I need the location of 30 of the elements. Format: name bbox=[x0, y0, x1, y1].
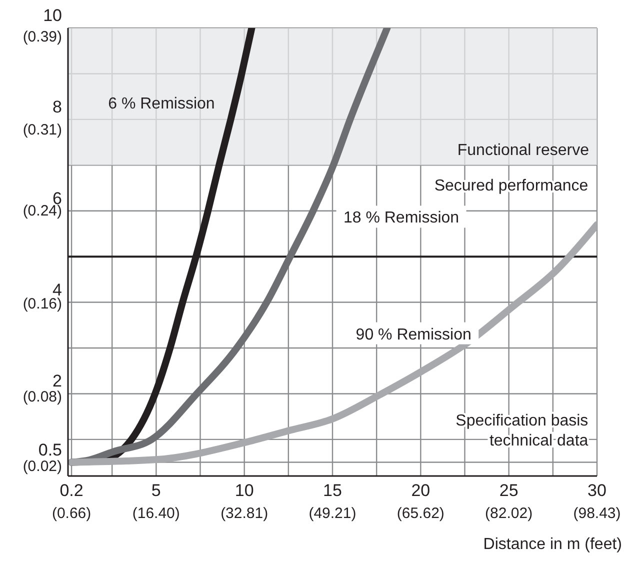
y2-tick-label: (0.02) bbox=[22, 458, 62, 476]
x2-tick-label: (65.62) bbox=[396, 505, 444, 522]
x2-tick-label: (32.81) bbox=[220, 505, 268, 522]
x-tick-label: 25 bbox=[499, 481, 518, 500]
x-tick-label: 30 bbox=[588, 481, 606, 500]
series-label: 90 % Remission bbox=[356, 326, 472, 344]
y-tick-label: 8 bbox=[52, 97, 62, 116]
x-tick-label: 10 bbox=[234, 481, 254, 500]
y-tick-label: 0.5 bbox=[38, 440, 62, 460]
x-tick-label: 0.2 bbox=[60, 481, 84, 500]
series-label: 18 % Remission bbox=[343, 210, 460, 227]
x-axis-title: Distance in m (feet) bbox=[483, 536, 622, 554]
x-tick-label: 20 bbox=[411, 481, 430, 500]
y-tick-label: 2 bbox=[52, 372, 62, 391]
x-tick-label: 15 bbox=[323, 481, 342, 500]
y2-tick-label: (0.31) bbox=[22, 121, 62, 138]
series-label: 6 % Remission bbox=[108, 95, 215, 112]
y2-tick-label: (0.08) bbox=[22, 388, 62, 406]
x2-tick-label: (98.43) bbox=[573, 505, 621, 522]
x2-tick-label: (82.02) bbox=[485, 505, 533, 522]
x-tick-label: 5 bbox=[151, 481, 161, 500]
band-label: Functional reserve bbox=[457, 142, 590, 160]
x2-tick-label: (0.66) bbox=[52, 505, 92, 522]
y-tick-label: 10 bbox=[43, 6, 62, 25]
x2-tick-label: (49.21) bbox=[308, 505, 356, 522]
y2-tick-label: (0.16) bbox=[22, 296, 62, 313]
y2-tick-label: (0.39) bbox=[22, 28, 62, 46]
x2-tick-label: (16.40) bbox=[132, 505, 180, 522]
annotation: Specification basis technical data bbox=[456, 412, 588, 450]
annotation: Secured performance bbox=[434, 177, 588, 194]
